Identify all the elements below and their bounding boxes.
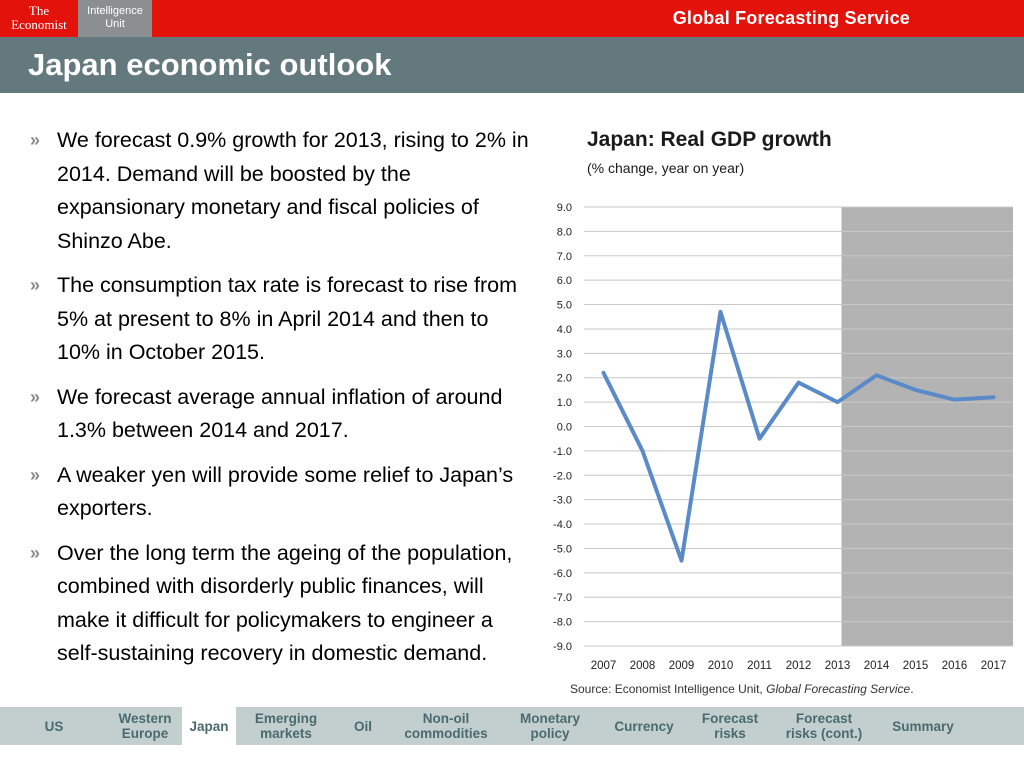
nav-us[interactable]: US bbox=[44, 718, 64, 734]
y-tick-label: -7.0 bbox=[553, 592, 572, 604]
y-tick-label: 1.0 bbox=[557, 397, 572, 409]
nav-monetary-policy[interactable]: Monetary policy bbox=[519, 711, 580, 741]
eiu-line2: Unit bbox=[105, 18, 125, 30]
nav-japan[interactable]: Japan bbox=[182, 707, 236, 745]
y-tick-label: -9.0 bbox=[553, 641, 572, 653]
page-title: Japan economic outlook bbox=[28, 47, 392, 82]
bullet-icon: » bbox=[30, 386, 41, 407]
x-tick-label: 2011 bbox=[747, 660, 772, 672]
economist-logo[interactable]: The Economist bbox=[0, 0, 78, 37]
x-tick-label: 2007 bbox=[591, 660, 617, 672]
gdp-point bbox=[719, 310, 722, 314]
x-tick-label: 2012 bbox=[786, 660, 812, 672]
x-tick-label: 2009 bbox=[669, 660, 695, 672]
x-tick-label: 2017 bbox=[981, 660, 1007, 672]
x-tick-label: 2014 bbox=[864, 660, 890, 672]
bullet-text: A weaker yen will provide some relief to… bbox=[57, 462, 514, 521]
y-tick-label: 9.0 bbox=[557, 202, 572, 214]
y-tick-label: 2.0 bbox=[557, 373, 572, 385]
bullet-item: » A weaker yen will provide some relief t… bbox=[30, 459, 530, 526]
y-tick-label: 8.0 bbox=[557, 226, 572, 238]
bullet-icon: » bbox=[30, 130, 41, 150]
nav-summary[interactable]: Summary bbox=[892, 718, 954, 734]
y-tick-label: 6.0 bbox=[557, 275, 572, 287]
top-bar: The Economist Intelligence Unit Global F… bbox=[0, 0, 1024, 37]
bullet-icon: » bbox=[30, 542, 41, 563]
bullet-item: » We forecast 0.9% growth for 2013, risin… bbox=[30, 124, 530, 258]
x-tick-label: 2008 bbox=[630, 660, 656, 672]
bullet-item: » The consumption tax rate is forecast to… bbox=[30, 269, 530, 370]
logo-line1: The bbox=[28, 3, 50, 18]
bullet-text: Over the long term the ageing of the pop… bbox=[57, 540, 513, 666]
nav-forecast-risks-cont[interactable]: Forecast risks (cont.) bbox=[785, 711, 863, 741]
x-tick-label: 2015 bbox=[903, 660, 929, 672]
y-tick-label: -2.0 bbox=[553, 470, 572, 482]
gdp-point bbox=[953, 398, 956, 402]
y-tick-label: -1.0 bbox=[553, 446, 572, 458]
logo-line2: Economist bbox=[11, 17, 67, 32]
eiu-logo[interactable]: Intelligence Unit bbox=[78, 0, 152, 37]
source-prefix: Source: Economist Intelligence Unit, bbox=[570, 682, 767, 696]
bullet-text: The consumption tax rate is forecast to … bbox=[57, 273, 518, 364]
x-tick-label: 2010 bbox=[708, 660, 734, 672]
bullet-list: » We forecast 0.9% growth for 2013, risin… bbox=[30, 124, 530, 682]
nav-emerging-markets[interactable]: Emerging markets bbox=[254, 711, 318, 741]
gdp-point bbox=[836, 400, 839, 404]
gdp-point bbox=[602, 371, 605, 375]
y-tick-label: 5.0 bbox=[557, 300, 572, 312]
title-band: Japan economic outlook bbox=[0, 37, 1024, 93]
eiu-line1: Intelligence bbox=[87, 5, 143, 17]
y-tick-label: 0.0 bbox=[557, 422, 572, 434]
y-tick-label: -8.0 bbox=[553, 617, 572, 629]
y-tick-label: -3.0 bbox=[553, 495, 572, 507]
nav-oil[interactable]: Oil bbox=[353, 718, 372, 734]
bullet-text: We forecast 0.9% growth for 2013, rising… bbox=[57, 128, 529, 253]
bullet-icon: » bbox=[30, 464, 41, 485]
footer-strip bbox=[0, 745, 1024, 768]
bullet-icon: » bbox=[30, 275, 41, 295]
source-italic: Global Forecasting Service bbox=[766, 682, 911, 696]
nav-western-europe[interactable]: Western Europe bbox=[118, 711, 172, 741]
x-tick-label: 2013 bbox=[825, 660, 851, 672]
bullet-item: » Over the long term the ageing of the po… bbox=[30, 537, 530, 671]
chart-subtitle: (% change, year on year) bbox=[587, 160, 745, 176]
gdp-growth-chart: 9.0 8.0 7.0 6.0 5.0 4.0 3.0 2.0 1.0 0.0 -1.0 -2.0 -3… bbox=[553, 202, 1013, 672]
gdp-point bbox=[641, 449, 644, 453]
y-tick-label: -5.0 bbox=[553, 543, 572, 555]
gdp-point bbox=[914, 388, 917, 392]
bottom-nav: US Western Europe Japan Emerging markets Oil… bbox=[0, 707, 1024, 745]
gdp-point bbox=[992, 395, 995, 399]
nav-non-oil-commodities[interactable]: Non-oil commodities bbox=[404, 711, 488, 741]
chart-source: Source: Economist Intelligence Unit, Glo… bbox=[570, 682, 914, 696]
gdp-point bbox=[875, 373, 878, 377]
y-tick-label: 7.0 bbox=[557, 251, 572, 263]
bullet-item: » We forecast average annual inflation of… bbox=[30, 381, 530, 448]
x-tick-label: 2016 bbox=[942, 660, 968, 672]
source-suffix: . bbox=[910, 682, 914, 696]
y-tick-label: -6.0 bbox=[553, 568, 572, 580]
service-title: Global Forecasting Service bbox=[672, 8, 910, 28]
nav-currency[interactable]: Currency bbox=[614, 718, 674, 734]
gdp-point bbox=[758, 437, 761, 441]
chart-title: Japan: Real GDP growth bbox=[587, 128, 832, 151]
y-tick-label: -4.0 bbox=[553, 519, 572, 531]
nav-forecast-risks[interactable]: Forecast risks bbox=[701, 711, 759, 741]
gdp-point bbox=[680, 559, 683, 563]
bullet-text: We forecast average annual inflation of … bbox=[57, 384, 503, 443]
y-tick-label: 3.0 bbox=[557, 348, 572, 360]
y-tick-label: 4.0 bbox=[557, 324, 572, 336]
gdp-point bbox=[797, 381, 800, 385]
